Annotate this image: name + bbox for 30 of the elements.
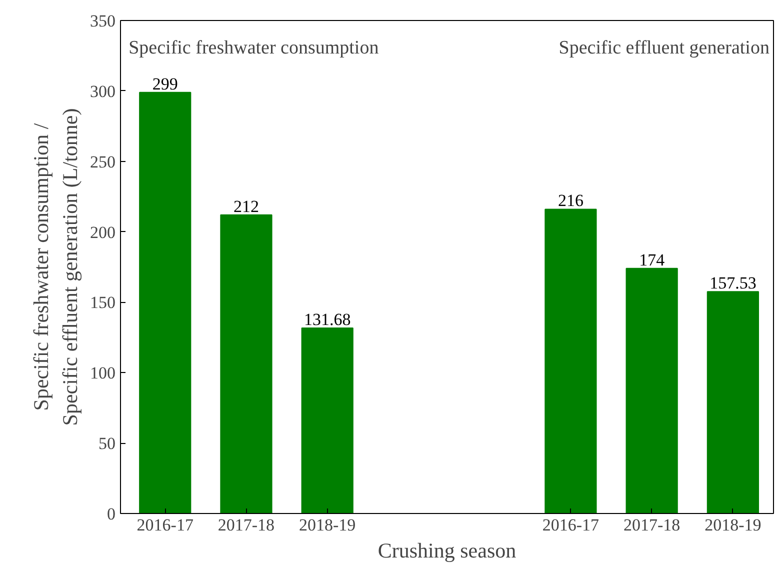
y-tick-label: 300 <box>90 82 116 101</box>
y-axis-title: Specific freshwater consumption / Specific effluent generation (L/tonne) <box>29 108 82 426</box>
y-tick-label: 250 <box>90 152 116 172</box>
data-label: 299 <box>152 74 178 94</box>
data-label: 157.53 <box>710 274 756 293</box>
annotation: Specific effluent generation <box>558 38 770 58</box>
y-tick-label: 100 <box>90 364 116 383</box>
bar <box>706 291 759 514</box>
data-label: 216 <box>558 191 584 210</box>
y-tick-label: 350 <box>90 12 116 30</box>
y-tick-label: 0 <box>107 504 116 524</box>
bar <box>544 208 597 514</box>
x-tick-label: 2016-17 <box>136 516 194 534</box>
x-tick-label: 2016-17 <box>542 516 600 534</box>
data-label: 131.68 <box>304 310 351 330</box>
bar <box>139 92 192 514</box>
annotation: Specific freshwater consumption <box>128 38 380 58</box>
y-tick-label: 150 <box>90 293 116 312</box>
y-tick-label: 50 <box>98 434 116 454</box>
bar <box>220 214 272 514</box>
x-axis-title: Crushing season <box>378 538 517 562</box>
x-tick-label: 2017-18 <box>218 516 275 534</box>
bar <box>301 328 354 514</box>
x-tick-label: 2018-19 <box>299 516 356 534</box>
x-tick-label: 2017-18 <box>623 516 680 534</box>
bar <box>626 268 678 514</box>
data-label: 212 <box>233 196 259 216</box>
y-tick-label: 200 <box>90 222 116 242</box>
x-tick-label: 2018-19 <box>704 516 762 534</box>
data-label: 174 <box>639 250 666 270</box>
